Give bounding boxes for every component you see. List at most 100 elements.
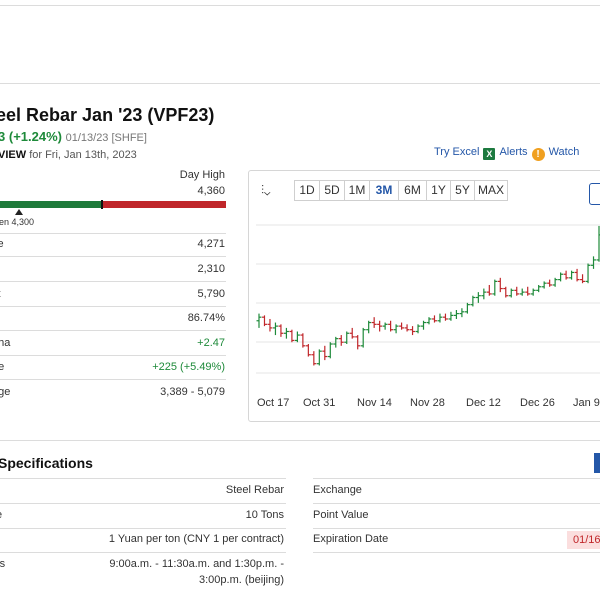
x-tick-label: Oct 17 [257, 397, 290, 409]
spec-value: 1 Yuan per ton (CNY 1 per contract) [108, 533, 284, 545]
spec-left-top-rule [0, 478, 286, 479]
spec-row-rule [0, 528, 286, 529]
spec-row-rule [0, 503, 286, 504]
spec-right-label: Expiration Date [313, 533, 389, 545]
spec-label: e [0, 509, 2, 521]
ohlc-bar [519, 288, 525, 296]
ohlc-bar [514, 286, 520, 296]
range-button-6m[interactable]: 6M [398, 180, 427, 201]
ohlc-bar [580, 274, 586, 284]
stat-row-rule [0, 256, 226, 257]
ohlc-bar [558, 272, 564, 282]
range-button-1m[interactable]: 1M [344, 180, 370, 201]
ohlc-bar [421, 320, 427, 330]
price-chart [256, 224, 600, 374]
ohlc-bar [366, 320, 372, 334]
page-title: eel Rebar Jan '23 (VPF23) [0, 105, 215, 125]
specs-title: Specifications [0, 455, 93, 471]
ohlc-bars-icon[interactable]: ⫶⌄ [261, 183, 271, 197]
ohlc-bar [596, 225, 600, 262]
ohlc-bar [442, 313, 448, 321]
overview-label: VIEW [0, 149, 27, 161]
range-button-1d[interactable]: 1D [294, 180, 320, 201]
ohlc-bar [508, 288, 514, 298]
x-tick-label: Jan 9 [573, 397, 600, 409]
stat-value: 4,271 [197, 238, 225, 250]
ohlc-bar [459, 308, 465, 318]
price-change-meta: 01/13/23 [SHFE] [65, 132, 147, 144]
ohlc-bar [355, 335, 361, 350]
stat-label: nge [0, 386, 11, 398]
x-tick-label: Dec 12 [466, 397, 501, 409]
day-range-marker [101, 200, 103, 209]
specs-action-button[interactable] [594, 453, 600, 473]
price-change-value: 3 [0, 129, 6, 144]
ohlc-bar [453, 310, 459, 319]
ohlc-bar [289, 329, 295, 343]
overview-date: for Fri, Jan 13th, 2023 [29, 149, 137, 161]
stat-label: pha [0, 337, 11, 349]
spec-value: Steel Rebar [225, 484, 284, 496]
specs-top-rule [0, 440, 600, 441]
ohlc-bar [404, 324, 410, 332]
open-caret-icon [15, 209, 23, 215]
ohlc-bar [294, 331, 300, 343]
day-range-high-segment [103, 201, 226, 208]
excel-icon[interactable]: X [483, 148, 496, 160]
watch-link[interactable]: Watch [548, 146, 580, 158]
stat-row-rule [0, 306, 226, 307]
price-change: 3 (+1.24%) 01/13/23 [SHFE] [0, 129, 147, 144]
try-excel-link[interactable]: Try Excel [434, 146, 480, 158]
stat-label: st [0, 288, 1, 300]
stat-row-rule [0, 330, 226, 331]
chart-settings-button[interactable] [589, 183, 600, 205]
ohlc-bar [360, 327, 366, 348]
stat-value: 5,790 [197, 288, 225, 300]
spec-right-rule [313, 552, 600, 553]
ohlc-bar [338, 335, 344, 346]
day-high-value: 4,360 [197, 185, 225, 197]
ohlc-bar [497, 277, 503, 293]
stat-value: 2,310 [197, 263, 225, 275]
ohlc-bar [272, 322, 278, 336]
range-button-5y[interactable]: 5Y [450, 180, 475, 201]
ohlc-bar [283, 327, 289, 339]
spec-row-rule [0, 552, 286, 553]
x-tick-label: Nov 28 [410, 397, 445, 409]
ohlc-bar [278, 324, 284, 337]
spec-right-label: Exchange [313, 484, 362, 496]
ohlc-bar [388, 320, 394, 332]
stat-row-rule [0, 379, 226, 380]
ohlc-bar [377, 320, 383, 332]
ohlc-bar [393, 324, 399, 334]
ohlc-bar [316, 349, 322, 366]
range-button-5d[interactable]: 5D [319, 180, 345, 201]
expiration-date-value: 01/16/23 [567, 531, 600, 549]
chart-panel [248, 170, 600, 422]
open-label: pen 4,300 [0, 217, 35, 227]
spec-right-rule [313, 503, 600, 504]
range-button-max[interactable]: MAX [474, 180, 508, 201]
spec-right-rule [313, 528, 600, 529]
day-high-label: Day High [179, 169, 225, 181]
x-tick-label: Oct 31 [303, 397, 336, 409]
price-change-pct: (+1.24%) [8, 129, 62, 144]
ohlc-bar [300, 333, 306, 348]
ohlc-bar [399, 322, 405, 330]
ohlc-bar [267, 318, 273, 332]
alert-icon[interactable]: ! [531, 148, 545, 161]
stat-value: 3,389 - 5,079 [160, 386, 225, 398]
ohlc-bar [525, 286, 531, 296]
stat-value: +2.47 [197, 337, 225, 349]
ohlc-bar [415, 324, 421, 334]
ohlc-bar [464, 302, 470, 314]
ohlc-bar [327, 342, 333, 359]
range-button-1y[interactable]: 1Y [426, 180, 451, 201]
ohlc-bar [591, 256, 597, 269]
spec-right-top-rule [313, 478, 600, 479]
spec-value: 10 Tons [245, 509, 284, 521]
range-button-3m[interactable]: 3M [369, 180, 399, 201]
ohlc-bar [481, 288, 487, 300]
stat-row-rule [0, 355, 226, 356]
alerts-link[interactable]: Alerts [499, 146, 528, 158]
